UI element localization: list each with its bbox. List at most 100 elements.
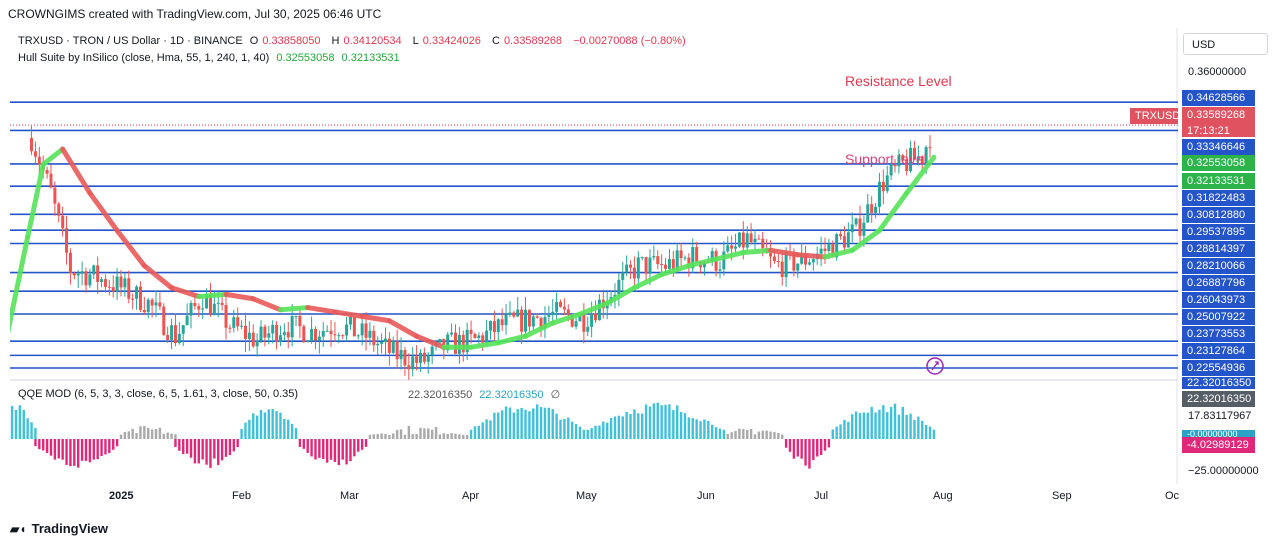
qqe-histogram-bar [749, 428, 753, 439]
price-level-label: 0.26887796 [1182, 275, 1255, 291]
candle-body [96, 265, 100, 282]
qqe-histogram-bar [454, 433, 457, 439]
qqe-histogram-bar [438, 434, 442, 439]
qqe-histogram-bar [399, 429, 403, 439]
qqe-histogram-bar [816, 439, 819, 457]
qqe-histogram-bar [679, 412, 683, 439]
candle-body [660, 264, 664, 266]
candle-body [177, 333, 181, 344]
qqe-histogram-bar [104, 439, 107, 455]
candle-body [800, 253, 804, 264]
symbol-name[interactable]: TRXUSD · TRON / US Dollar · 1D · BINANCE [18, 35, 243, 47]
qqe-histogram-bar [162, 433, 165, 439]
hull-suite-segment [196, 291, 229, 300]
qqe-histogram-bar [376, 434, 379, 439]
candle-body [236, 317, 240, 327]
tradingview-logo[interactable]: ▰◖ TradingView [10, 521, 108, 536]
high-value: 0.34120534 [343, 35, 402, 47]
candle-body [154, 302, 158, 306]
candle-body [387, 338, 391, 353]
hull-suite-segment [141, 263, 175, 291]
candle-body [485, 330, 489, 343]
qqe-histogram-bar [213, 439, 216, 459]
qqe-histogram-bar [38, 439, 41, 450]
candle-body [905, 160, 909, 172]
qqe-histogram-bar [792, 439, 796, 459]
candle-body [212, 303, 216, 316]
candle-body [539, 317, 543, 329]
candle-body [352, 316, 356, 337]
candle-body [290, 316, 294, 338]
candle-body [368, 330, 372, 338]
hull-suite-segment [822, 247, 855, 260]
hull-suite-segment [740, 247, 774, 256]
candle-body [831, 244, 835, 258]
qqe-histogram-bar [629, 413, 632, 439]
qqe-histogram-bar [469, 429, 473, 439]
qqe-histogram-bar [61, 439, 64, 460]
candle-body [282, 332, 286, 336]
qqe-histogram-bar [703, 419, 706, 439]
qqe-legend[interactable]: QQE MOD (6, 5, 3, 3, close, 6, 5, 1.61, … [18, 388, 302, 400]
qqe-histogram-bar [551, 409, 554, 439]
candle-body [695, 247, 699, 262]
candle-body [243, 325, 247, 339]
qqe-histogram-bar [621, 416, 624, 439]
candle-body [33, 151, 37, 157]
candle-body [683, 257, 687, 259]
price-level-label: 0.28814397 [1182, 241, 1255, 257]
qqe-histogram-bar [707, 421, 710, 439]
qqe-histogram-bar [648, 406, 652, 439]
price-level-label: 0.23127864 [1182, 343, 1255, 359]
qqe-values: 22.32016350 22.32016350 ∅ [408, 388, 564, 401]
candle-body [469, 329, 473, 334]
candle-body [920, 156, 924, 164]
candle-body [465, 329, 469, 353]
candle-body [632, 267, 636, 279]
price-level-label: 0.25007922 [1182, 309, 1255, 325]
qqe-histogram-bar [734, 430, 737, 439]
resistance-annotation[interactable]: Resistance Level [845, 73, 952, 89]
candle-body [418, 352, 422, 363]
candle-body [776, 260, 780, 262]
qqe-axis-label-a: 22.32016350 [1182, 377, 1255, 389]
hull-suite-segment [25, 161, 46, 240]
support-annotation[interactable]: Support level [845, 151, 927, 167]
qqe-histogram-bar [808, 439, 811, 469]
candle-body [333, 334, 337, 336]
ticker-tag: TRXUSD [1130, 108, 1180, 124]
qqe-histogram-bar [921, 420, 924, 439]
qqe-histogram-bar [497, 412, 500, 439]
hull-suite-segment [904, 154, 937, 196]
hull-legend[interactable]: Hull Suite by InSilico (close, Hma, 55, … [18, 52, 404, 64]
candle-body [901, 155, 905, 161]
qqe-histogram-bar [578, 426, 582, 439]
hull-suite-segment [495, 333, 529, 346]
qqe-histogram-bar [384, 433, 387, 439]
candle-body [862, 222, 866, 236]
candle-body [302, 326, 306, 343]
qqe-histogram-bar [255, 415, 259, 439]
qqe-histogram-bar [458, 434, 461, 439]
candle-body [294, 315, 298, 317]
qqe-histogram-bar [742, 429, 745, 439]
qqe-histogram-bar [714, 427, 718, 439]
candle-body [271, 324, 275, 334]
qqe-histogram-bar [450, 433, 453, 439]
candle-body [189, 302, 193, 316]
currency-selector[interactable]: USD [1183, 33, 1268, 55]
candle-body [224, 304, 228, 328]
price-chart[interactable] [10, 28, 1178, 484]
qqe-histogram-bar [364, 439, 368, 447]
candle-body [745, 233, 749, 248]
qqe-histogram-bar [353, 439, 356, 457]
qqe-histogram-bar [924, 424, 928, 439]
hull-suite-segment [849, 228, 882, 253]
qqe-value-2: 22.32016350 [479, 389, 544, 401]
candle-body [912, 147, 916, 160]
candle-body [559, 301, 563, 307]
qqe-histogram-bar [493, 412, 496, 439]
qqe-histogram-bar [672, 410, 675, 439]
qqe-histogram-bar [582, 429, 586, 439]
qqe-histogram-bar [357, 439, 360, 452]
